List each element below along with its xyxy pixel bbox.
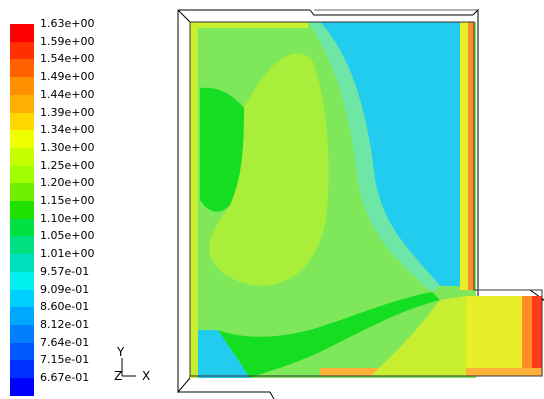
legend-swatch xyxy=(10,289,34,308)
legend-label: 1.10e+00 xyxy=(40,211,95,225)
legend-label: 1.44e+00 xyxy=(40,87,95,101)
legend-label: 8.60e-01 xyxy=(40,300,90,314)
legend-swatch xyxy=(10,77,34,96)
legend-swatch xyxy=(10,218,34,237)
legend-swatch xyxy=(10,165,34,184)
legend-swatch xyxy=(10,342,34,361)
legend-swatch xyxy=(10,130,34,149)
contour-fill-extension xyxy=(320,296,542,376)
axis-triad: Y Z X xyxy=(112,344,162,392)
legend-swatch xyxy=(10,183,34,202)
z-axis-letter: Z xyxy=(114,369,123,383)
x-axis-letter: X xyxy=(142,369,151,383)
axis-triad-lines xyxy=(121,358,136,377)
legend-label: 8.12e-01 xyxy=(40,317,90,331)
legend-label: 7.64e-01 xyxy=(40,335,90,349)
legend-label: 7.15e-01 xyxy=(40,353,90,367)
legend-swatch xyxy=(10,378,34,396)
legend-label: 1.63e+00 xyxy=(40,17,95,30)
legend-swatch xyxy=(10,147,34,166)
legend-swatch xyxy=(10,59,34,78)
legend-label: 1.05e+00 xyxy=(40,229,95,243)
legend-label: 1.20e+00 xyxy=(40,176,95,190)
legend-label: 9.09e-01 xyxy=(40,282,90,296)
legend-label: 1.01e+00 xyxy=(40,247,95,261)
legend-label: 1.30e+00 xyxy=(40,140,95,154)
room-outline xyxy=(189,21,543,377)
legend-swatch xyxy=(10,360,34,379)
legend-swatch xyxy=(10,112,34,131)
legend-label: 6.67e-01 xyxy=(40,371,90,384)
legend-swatch xyxy=(10,307,34,326)
y-axis-letter: Y xyxy=(117,345,125,359)
contour-plot-view[interactable] xyxy=(170,0,544,399)
legend-label: 1.25e+00 xyxy=(40,158,95,172)
legend-swatch xyxy=(10,324,34,343)
legend-label: 1.34e+00 xyxy=(40,123,95,137)
legend-swatch xyxy=(10,236,34,255)
legend-label: 1.15e+00 xyxy=(40,194,95,207)
legend-swatch xyxy=(10,41,34,60)
legend-label: 1.54e+00 xyxy=(40,52,95,66)
color-legend: 1.63e+00 1.59e+00 1.54e+00 1.49e+00 1.44e+00… xyxy=(0,0,120,399)
legend-label: 1.49e+00 xyxy=(40,70,95,84)
legend-label: 9.57e-01 xyxy=(40,264,90,278)
legend-swatch xyxy=(10,271,34,290)
legend-label: 1.59e+00 xyxy=(40,34,95,48)
legend-swatch xyxy=(10,24,34,42)
legend-swatch xyxy=(10,94,34,113)
legend-swatch xyxy=(10,201,34,219)
legend-label: 1.39e+00 xyxy=(40,105,95,119)
legend-swatch xyxy=(10,254,34,273)
